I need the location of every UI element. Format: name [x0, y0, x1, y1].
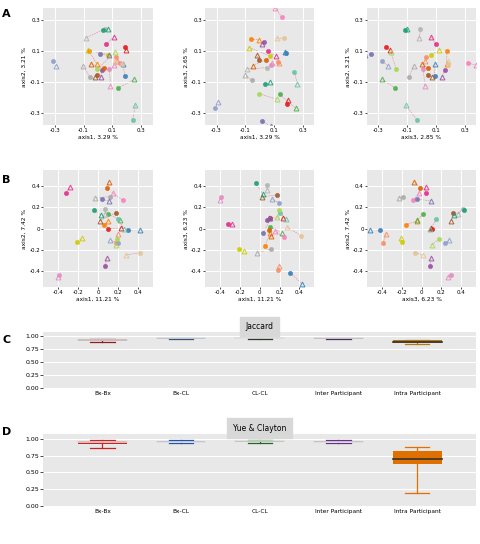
Y-axis label: axis2, 3.21 %: axis2, 3.21 % — [345, 47, 350, 86]
Title: Yue & Clayton: Yue & Clayton — [233, 424, 286, 432]
Y-axis label: axis3, 2.65 %: axis3, 2.65 % — [184, 47, 189, 86]
FancyBboxPatch shape — [78, 441, 126, 443]
Y-axis label: axis2, 7.42 %: axis2, 7.42 % — [22, 208, 27, 249]
FancyBboxPatch shape — [392, 341, 441, 343]
Text: C: C — [2, 335, 11, 344]
Title: Jaccard: Jaccard — [245, 323, 273, 331]
Text: A: A — [2, 9, 11, 19]
FancyBboxPatch shape — [235, 441, 284, 442]
Y-axis label: axis3, 6.23 %: axis3, 6.23 % — [184, 208, 189, 249]
Y-axis label: axis2, 7.42 %: axis2, 7.42 % — [345, 208, 350, 249]
FancyBboxPatch shape — [78, 339, 126, 341]
X-axis label: axis3, 2.85 %: axis3, 2.85 % — [401, 135, 441, 140]
X-axis label: axis1, 3.29 %: axis1, 3.29 % — [78, 135, 118, 140]
Text: D: D — [2, 427, 12, 437]
FancyBboxPatch shape — [156, 441, 205, 442]
Y-axis label: axis2, 3.21 %: axis2, 3.21 % — [22, 47, 27, 86]
X-axis label: axis1, 11.21 %: axis1, 11.21 % — [238, 297, 281, 302]
X-axis label: axis1, 3.29 %: axis1, 3.29 % — [239, 135, 279, 140]
FancyBboxPatch shape — [313, 441, 362, 442]
X-axis label: axis3, 6.23 %: axis3, 6.23 % — [401, 297, 441, 302]
X-axis label: axis1, 11.21 %: axis1, 11.21 % — [76, 297, 120, 302]
FancyBboxPatch shape — [392, 451, 441, 465]
Text: B: B — [2, 175, 11, 185]
